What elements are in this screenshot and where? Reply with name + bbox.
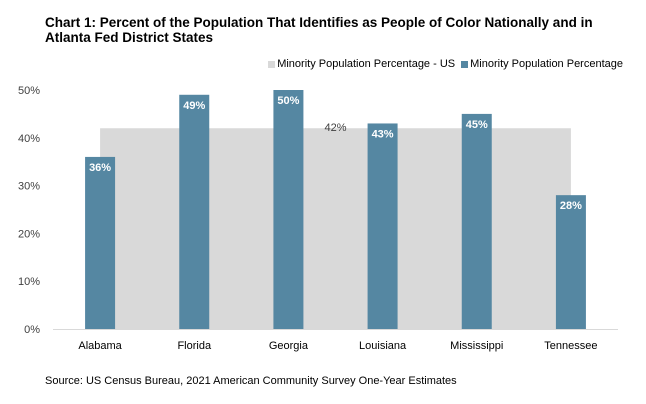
legend-item-state: Minority Population Percentage <box>461 58 623 70</box>
x-tick-label: Alabama <box>78 340 122 352</box>
x-tick-label: Georgia <box>269 340 309 352</box>
bar-georgia <box>273 90 304 329</box>
y-tick-label: 30% <box>18 181 40 193</box>
chart-title: Chart 1: Percent of the Population That … <box>45 15 593 45</box>
bar-label-georgia: 50% <box>277 95 299 107</box>
y-tick-label: 50% <box>18 85 40 97</box>
legend-swatch-us <box>268 60 276 68</box>
x-tick-label: Mississippi <box>450 340 503 352</box>
x-tick-label: Louisiana <box>359 340 407 352</box>
bar-label-tennessee: 28% <box>560 200 582 212</box>
bar-louisiana <box>367 123 398 330</box>
bar-label-florida: 49% <box>183 100 205 112</box>
bar-label-louisiana: 43% <box>372 128 394 140</box>
legend-label-us: Minority Population Percentage - US <box>277 58 456 70</box>
bar-label-alabama: 36% <box>89 162 111 174</box>
y-tick-label: 10% <box>18 276 40 288</box>
bar-mississippi <box>461 113 492 330</box>
x-tick-label: Tennessee <box>544 340 597 352</box>
legend-label-state: Minority Population Percentage <box>470 58 623 70</box>
source-note: Source: US Census Bureau, 2021 American … <box>45 375 457 387</box>
legend-item-us: Minority Population Percentage - US <box>268 58 455 70</box>
bar-alabama <box>85 156 116 329</box>
legend-swatch-state <box>461 60 469 68</box>
x-tick-label: Florida <box>177 340 212 352</box>
y-tick-label: 0% <box>24 324 40 336</box>
y-tick-label: 20% <box>18 228 40 240</box>
bar-label-mississippi: 45% <box>466 119 488 131</box>
legend: Minority Population Percentage - US Mino… <box>268 58 623 70</box>
y-tick-label: 40% <box>18 133 40 145</box>
bar-florida <box>179 94 210 329</box>
us-area <box>100 128 571 329</box>
us-data-label: 42% <box>324 122 346 134</box>
bar-tennessee <box>555 195 586 329</box>
